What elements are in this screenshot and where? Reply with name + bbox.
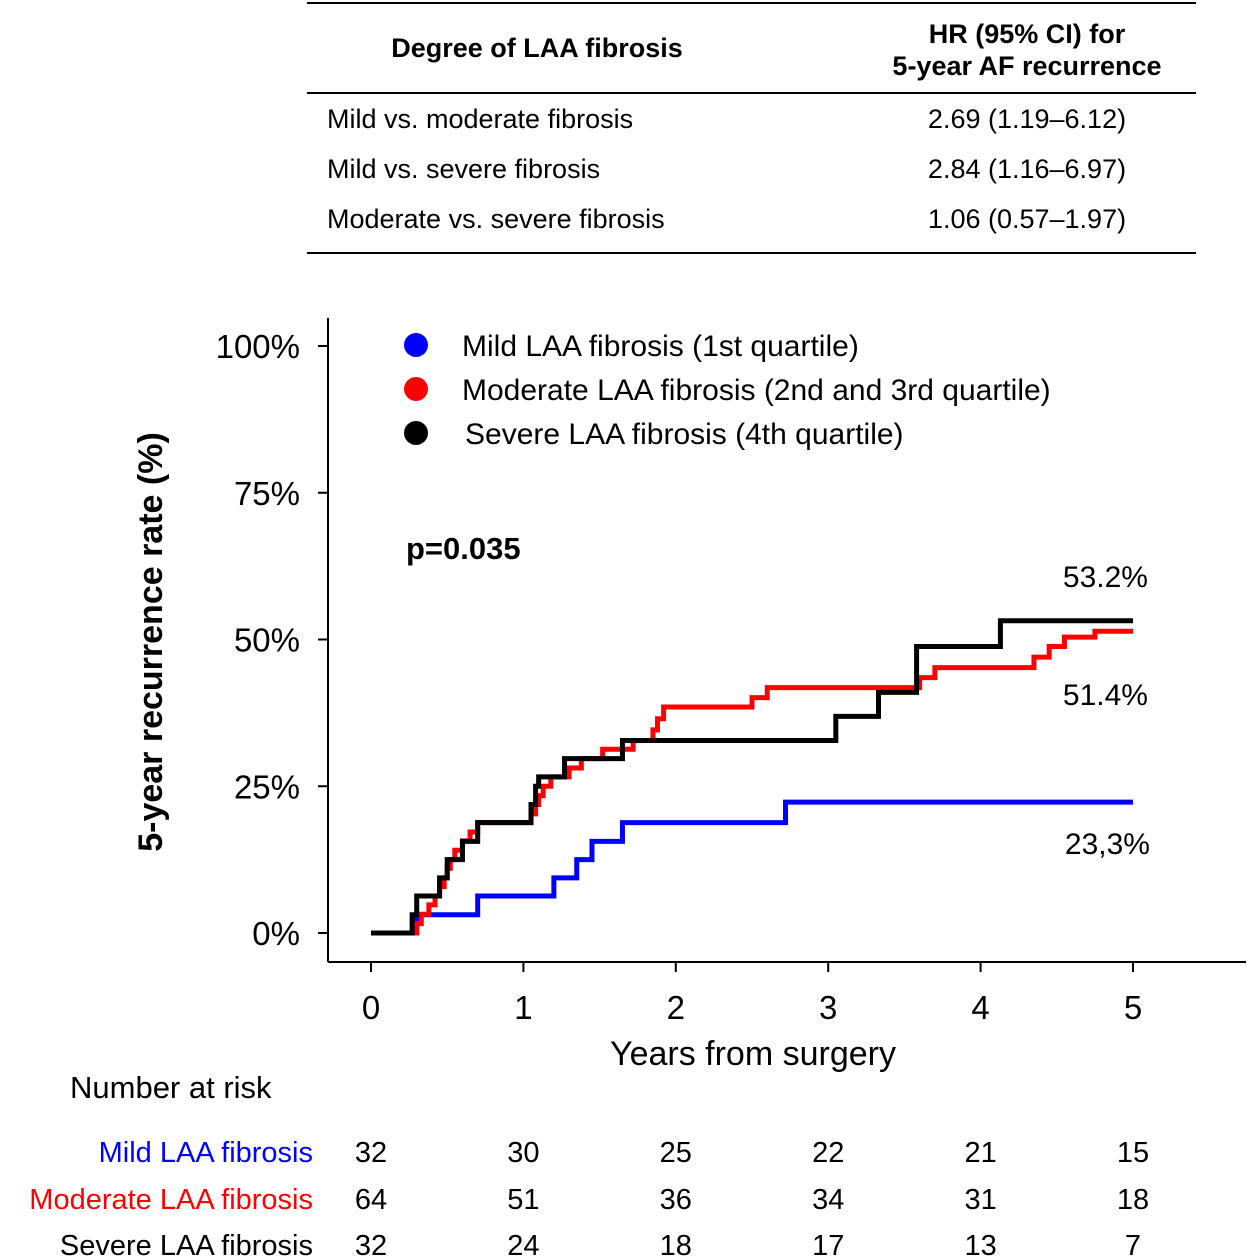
risk-row-label: Severe LAA fibrosis [60,1230,313,1260]
risk-count: 13 [964,1230,996,1260]
y-tick-label: 0% [252,915,300,952]
header-hazard-ratio: HR (95% CI) for 5-year AF recurrence [827,18,1227,82]
risk-count: 51 [507,1184,539,1216]
risk-count: 18 [1117,1184,1149,1216]
y-tick-label: 75% [234,475,300,512]
table-row: Mild vs. moderate fibrosis 2.69 (1.19–6.… [307,94,1196,144]
y-tick-label: 50% [234,622,300,659]
x-tick-label: 5 [1124,989,1142,1026]
hazard-ratio-table-header: Degree of LAA fibrosis HR (95% CI) for 5… [307,4,1196,94]
y-tick-label: 25% [234,768,300,805]
x-ticks: 0 1 2 3 4 5 [362,962,1142,1026]
km-curve-severe [371,618,1133,936]
risk-count: 34 [812,1184,844,1216]
risk-count: 18 [660,1230,692,1260]
risk-count: 32 [355,1137,387,1169]
series-layer [371,618,1133,936]
risk-count: 15 [1117,1137,1149,1169]
risk-count: 64 [355,1184,387,1216]
end-label-severe: 53.2% [1063,561,1148,594]
header-degree-fibrosis: Degree of LAA fibrosis [391,32,683,63]
chart-axes [327,318,1246,963]
risk-row-severe: Severe LAA fibrosis 32 24 18 17 13 7 [60,1230,1141,1260]
km-curve-mild [371,799,1133,936]
header-hazard-ratio-line2: 5-year AF recurrence [892,51,1162,81]
hr-cell: 2.84 (1.16–6.97) [927,154,1127,184]
risk-count: 31 [964,1184,996,1216]
legend-marker-mild [404,333,428,357]
legend-label-moderate: Moderate LAA fibrosis (2nd and 3rd quart… [462,374,1051,407]
hazard-ratio-table: Degree of LAA fibrosis HR (95% CI) for 5… [307,2,1196,254]
risk-count: 22 [812,1137,844,1169]
hazard-ratio-table-body: Mild vs. moderate fibrosis 2.69 (1.19–6.… [307,94,1196,252]
x-tick-label: 0 [362,989,380,1026]
comparison-cell: Mild vs. severe fibrosis [327,154,601,184]
legend-marker-severe [404,421,428,445]
risk-table: Number at risk Mild LAA fibrosis 32 30 25 22… [29,1070,1149,1260]
end-label-moderate: 51.4% [1063,679,1148,712]
x-tick-label: 4 [971,989,989,1026]
risk-table-title: Number at risk [70,1070,272,1105]
x-tick-label: 2 [667,989,685,1026]
risk-count: 36 [660,1184,692,1216]
risk-count: 25 [660,1137,692,1169]
y-ticks: 0% 25% 50% 75% 100% [216,328,328,952]
x-axis-label: Years from surgery [610,1035,896,1073]
risk-count: 32 [355,1230,387,1260]
km-curve-moderate [371,628,1133,936]
comparison-cell: Mild vs. moderate fibrosis [327,104,634,134]
hr-cell: 1.06 (0.57–1.97) [927,204,1127,234]
y-tick-label: 100% [216,328,300,365]
table-row: Mild vs. severe fibrosis 2.84 (1.16–6.97… [307,144,1196,194]
legend-label-mild: Mild LAA fibrosis (1st quartile) [462,330,859,363]
risk-row-mild: Mild LAA fibrosis 32 30 25 22 21 15 [99,1137,1149,1169]
hr-cell: 2.69 (1.19–6.12) [927,104,1127,134]
comparison-cell: Moderate vs. severe fibrosis [327,204,665,234]
risk-count: 17 [812,1230,844,1260]
risk-count: 7 [1125,1230,1141,1260]
table-row: Moderate vs. severe fibrosis 1.06 (0.57–… [307,194,1196,244]
x-tick-label: 3 [819,989,837,1026]
risk-row-moderate: Moderate LAA fibrosis 64 51 36 34 31 18 [29,1184,1149,1216]
header-hazard-ratio-line1: HR (95% CI) for [928,19,1126,49]
risk-row-label: Mild LAA fibrosis [99,1137,313,1169]
legend-label-severe: Severe LAA fibrosis (4th quartile) [465,418,904,451]
y-axis-label: 5-year recurrence rate (%) [132,432,170,852]
risk-row-label: Moderate LAA fibrosis [29,1184,313,1216]
risk-count: 21 [964,1137,996,1169]
legend-marker-moderate [404,377,428,401]
end-label-mild: 23,3% [1065,828,1150,861]
x-tick-label: 1 [514,989,532,1026]
p-value: p=0.035 [406,531,521,566]
legend: Mild LAA fibrosis (1st quartile) Moderat… [404,330,1051,451]
risk-count: 30 [507,1137,539,1169]
risk-count: 24 [507,1230,539,1260]
